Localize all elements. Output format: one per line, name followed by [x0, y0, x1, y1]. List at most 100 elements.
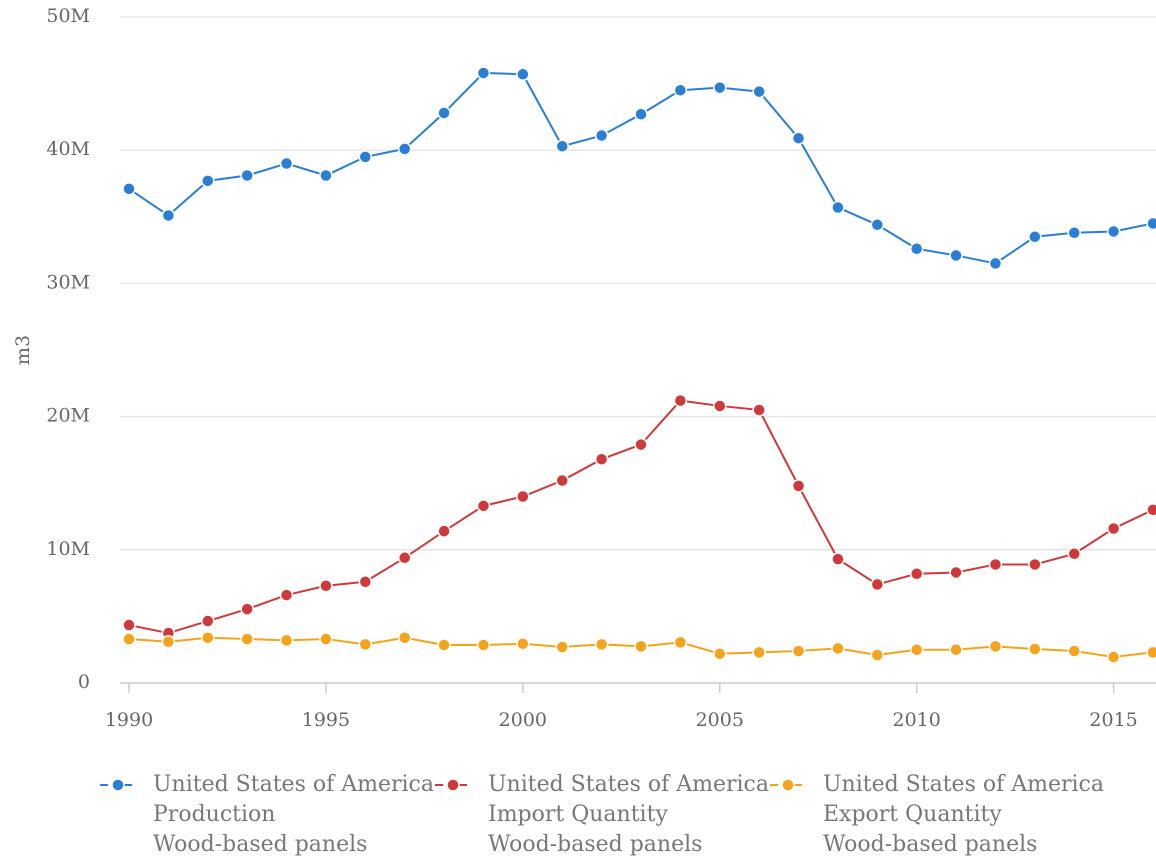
data-point: [358, 150, 373, 164]
data-point: [516, 67, 530, 82]
y-tick-label: 10M: [46, 538, 90, 560]
data-point: [319, 579, 333, 593]
data-point: [358, 637, 373, 652]
data-point: [1067, 644, 1081, 658]
data-point: [319, 168, 333, 183]
data-point: [673, 83, 688, 98]
data-point: [594, 128, 609, 143]
legend-label: Wood-based panels: [823, 832, 1037, 857]
data-point: [279, 633, 294, 648]
data-point: [988, 639, 1003, 654]
data-point: [397, 142, 412, 156]
legend-label: Production: [153, 802, 275, 827]
data-point: [397, 630, 412, 645]
data-point: [634, 639, 648, 654]
data-point: [201, 174, 215, 188]
data-point: [555, 139, 569, 153]
data-point: [831, 552, 845, 566]
data-point: [949, 565, 963, 580]
x-tick-label: 2000: [499, 709, 547, 731]
data-point: [1028, 642, 1042, 656]
data-point: [279, 156, 294, 171]
data-point: [752, 403, 766, 417]
data-point: [555, 640, 569, 654]
legend-label: Wood-based panels: [153, 832, 367, 857]
data-point: [279, 588, 294, 602]
data-point: [1146, 503, 1156, 517]
y-tick-label: 40M: [46, 138, 90, 160]
legend-label: Import Quantity: [488, 802, 668, 827]
data-point: [240, 168, 254, 183]
data-point: [634, 437, 648, 452]
data-point: [791, 644, 806, 658]
data-point: [1067, 547, 1081, 561]
data-point: [122, 618, 136, 632]
data-point: [319, 632, 333, 646]
data-point: [161, 208, 176, 223]
data-point: [437, 524, 451, 538]
data-point: [1106, 650, 1121, 664]
data-point: [791, 479, 806, 493]
legend-label: United States of America: [823, 772, 1104, 797]
data-point: [1067, 226, 1081, 240]
x-tick-label: 2010: [893, 709, 941, 731]
x-tick-label: 2015: [1089, 709, 1137, 731]
data-point: [1028, 230, 1042, 244]
y-tick-label: 20M: [46, 405, 90, 427]
data-point: [122, 182, 136, 196]
data-point: [594, 637, 609, 652]
data-point: [870, 577, 885, 592]
legend-label: United States of America: [153, 772, 434, 797]
data-point: [240, 632, 254, 646]
data-point: [634, 107, 648, 121]
x-tick-label: 2005: [696, 709, 744, 731]
data-point: [831, 641, 845, 656]
data-point: [476, 66, 491, 80]
data-point: [713, 399, 727, 413]
legend-marker: [781, 778, 795, 792]
data-point: [358, 575, 373, 589]
y-tick-label: 0: [78, 671, 90, 693]
data-point: [516, 636, 530, 651]
data-point: [476, 638, 491, 652]
data-point: [594, 452, 609, 466]
y-tick-label: 30M: [46, 271, 90, 293]
data-point: [1028, 557, 1042, 572]
data-point: [1146, 645, 1156, 660]
data-point: [516, 489, 530, 504]
data-point: [1106, 521, 1121, 536]
data-point: [949, 642, 963, 657]
data-point: [752, 84, 766, 99]
data-point: [476, 499, 491, 513]
data-point: [949, 248, 963, 263]
y-axis-label: m3: [12, 335, 34, 365]
data-point: [909, 567, 924, 581]
data-point: [988, 557, 1003, 572]
data-point: [437, 638, 451, 652]
data-point: [437, 106, 451, 120]
data-point: [909, 242, 924, 256]
data-point: [713, 80, 727, 95]
x-tick-label: 1990: [105, 709, 153, 731]
data-point: [870, 648, 885, 662]
data-point: [201, 630, 215, 645]
legend-label: United States of America: [488, 772, 769, 797]
data-point: [397, 551, 412, 565]
data-point: [909, 642, 924, 657]
data-point: [240, 602, 254, 616]
data-point: [201, 614, 215, 628]
legend-label: Export Quantity: [823, 802, 1002, 827]
x-tick-label: 1995: [302, 709, 350, 731]
data-point: [831, 200, 845, 215]
data-point: [161, 634, 176, 649]
legend-marker: [446, 778, 460, 792]
data-point: [673, 393, 688, 408]
data-point: [555, 473, 569, 488]
data-point: [713, 646, 727, 661]
data-point: [870, 218, 885, 232]
data-point: [791, 131, 806, 145]
y-tick-label: 50M: [46, 5, 90, 27]
legend-marker: [111, 778, 125, 792]
data-point: [1146, 216, 1156, 231]
data-point: [752, 645, 766, 660]
